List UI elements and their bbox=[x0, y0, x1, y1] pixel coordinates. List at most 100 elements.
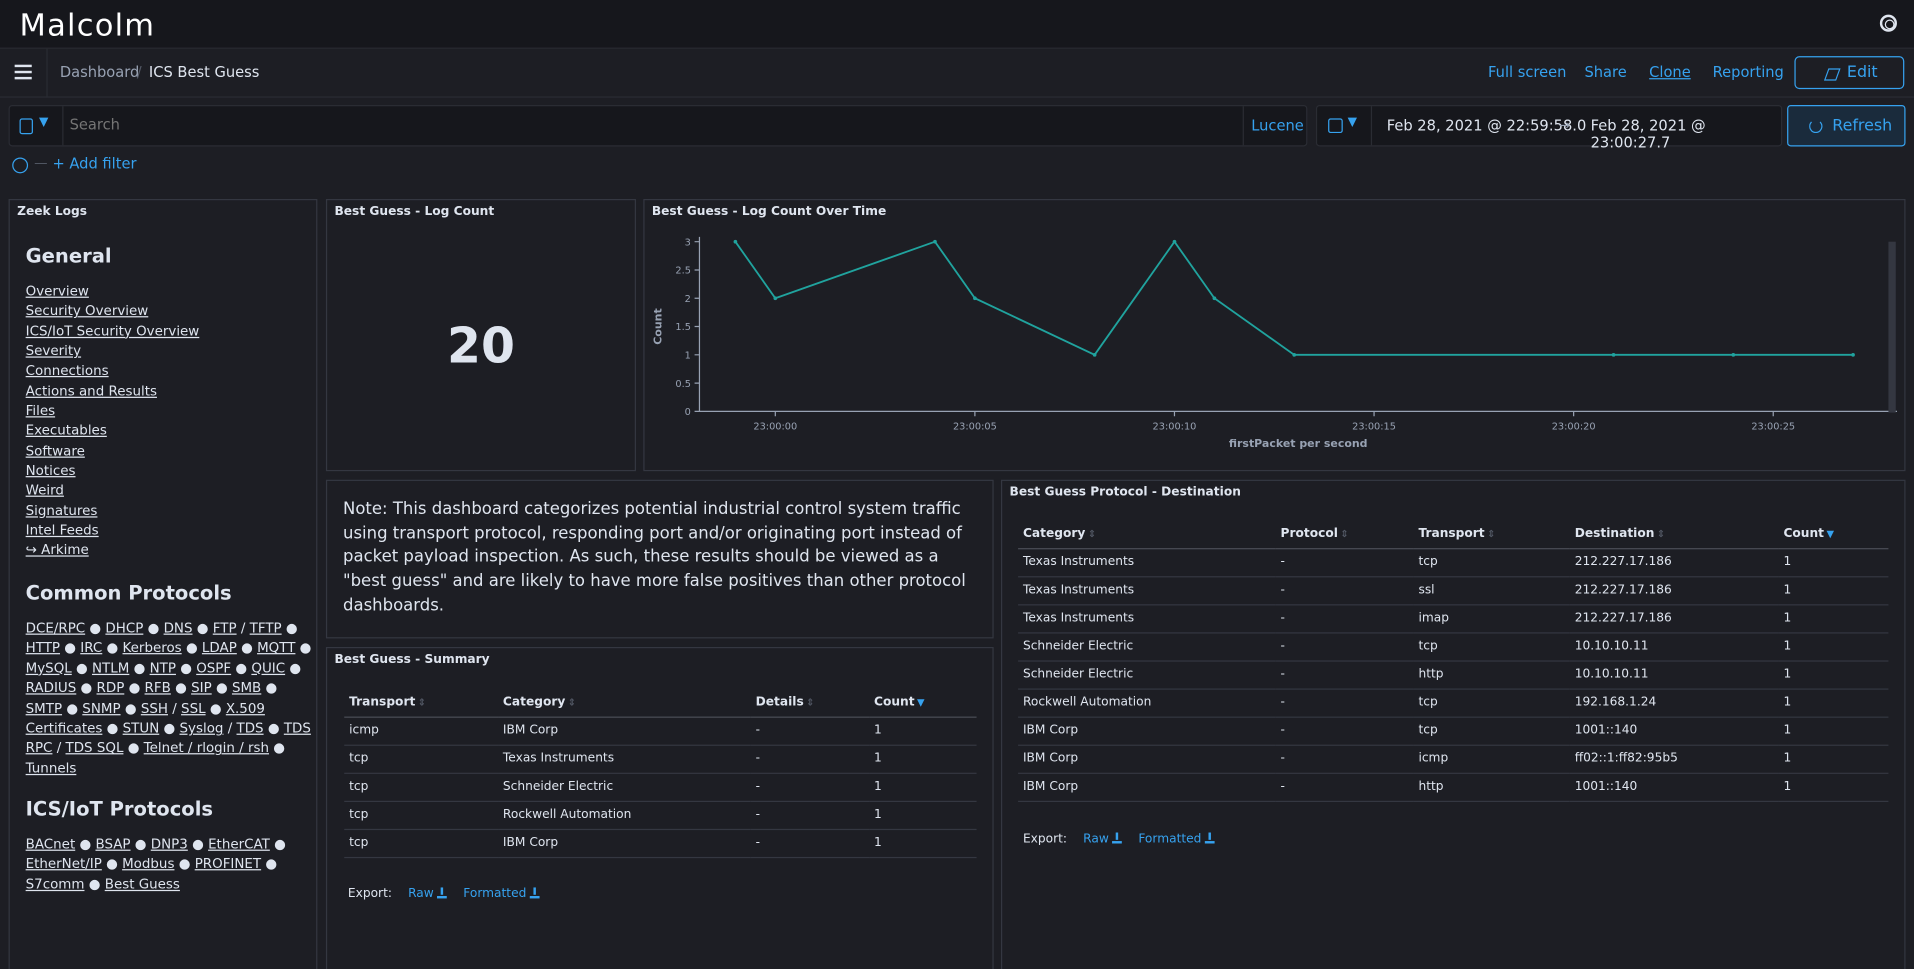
sort-icon[interactable]: ⇕ bbox=[567, 696, 576, 708]
table-cell: 1 bbox=[1778, 548, 1889, 577]
general-link[interactable]: Connections bbox=[25, 363, 109, 379]
column-header[interactable]: Transport ⇕ bbox=[1413, 520, 1570, 549]
protocol-link[interactable]: MySQL bbox=[25, 660, 72, 677]
sort-icon[interactable]: ⇕ bbox=[1087, 528, 1096, 540]
protocol-link[interactable]: RFB bbox=[144, 680, 171, 697]
protocol-link[interactable]: DNP3 bbox=[150, 836, 188, 853]
protocol-link[interactable]: IRC bbox=[80, 640, 103, 657]
protocol-link[interactable]: QUIC bbox=[251, 660, 286, 677]
column-header[interactable]: Transport ⇕ bbox=[344, 688, 499, 718]
general-link[interactable]: ↪ Arkime bbox=[25, 542, 89, 559]
protocol-link[interactable]: SMTP bbox=[25, 700, 63, 717]
column-header[interactable]: Protocol ⇕ bbox=[1275, 520, 1414, 549]
protocol-link[interactable]: Tunnels bbox=[25, 760, 77, 777]
protocol-link[interactable]: NTLM bbox=[92, 660, 130, 677]
export-formatted-link[interactable]: Formatted bbox=[463, 887, 540, 901]
column-header[interactable]: Count ▼ bbox=[869, 688, 977, 718]
refresh-button[interactable]: Refresh bbox=[1787, 104, 1906, 147]
malcolm-logo[interactable]: Malcolm bbox=[19, 7, 156, 43]
protocol-link[interactable]: RADIUS bbox=[25, 680, 77, 697]
column-header[interactable]: Destination ⇕ bbox=[1569, 520, 1779, 549]
general-link[interactable]: Overview bbox=[25, 283, 89, 300]
add-filter-link[interactable]: + Add filter bbox=[52, 155, 137, 173]
edit-button[interactable]: Edit bbox=[1794, 56, 1905, 90]
end-date[interactable]: Feb 28, 2021 @ 23:00:27.7 bbox=[1590, 117, 1706, 152]
protocol-link[interactable]: TDS bbox=[236, 720, 264, 737]
protocol-link[interactable]: SSL bbox=[181, 700, 206, 717]
protocol-link[interactable]: TDS SQL bbox=[65, 740, 124, 757]
protocol-link[interactable]: DHCP bbox=[105, 620, 144, 636]
sort-icon[interactable]: ⇕ bbox=[1340, 528, 1349, 540]
calendar-icon[interactable] bbox=[1328, 118, 1343, 134]
sort-icon[interactable]: ⇕ bbox=[1656, 528, 1666, 540]
full-screen-link[interactable]: Full screen bbox=[1488, 63, 1567, 81]
sort-icon[interactable]: ▼ bbox=[1826, 528, 1834, 540]
protocol-link[interactable]: LDAP bbox=[201, 640, 237, 657]
general-link[interactable]: Executables bbox=[25, 422, 107, 439]
export-raw-link[interactable]: Raw bbox=[408, 887, 448, 901]
saved-query-icon[interactable] bbox=[19, 118, 33, 135]
sort-icon[interactable]: ⇕ bbox=[1487, 528, 1496, 540]
general-link[interactable]: Notices bbox=[25, 462, 76, 479]
protocol-link[interactable]: EtherCAT bbox=[208, 836, 270, 853]
breadcrumb-dashboard[interactable]: Dashboard bbox=[59, 63, 140, 81]
general-link[interactable]: Weird bbox=[25, 482, 64, 499]
export-raw-link[interactable]: Raw bbox=[1083, 832, 1123, 846]
protocol-link[interactable]: Best Guess bbox=[104, 876, 180, 893]
export-formatted-link[interactable]: Formatted bbox=[1138, 832, 1215, 846]
protocol-link[interactable]: NTP bbox=[149, 660, 176, 677]
general-link[interactable]: Signatures bbox=[25, 502, 98, 519]
protocol-link[interactable]: Modbus bbox=[122, 856, 175, 873]
reporting-link[interactable]: Reporting bbox=[1712, 63, 1784, 81]
sort-icon[interactable]: ⇕ bbox=[806, 696, 815, 708]
chevron-down-icon[interactable]: ▼ bbox=[1347, 115, 1358, 130]
column-header[interactable]: Count ▼ bbox=[1778, 520, 1889, 549]
protocol-link[interactable]: HTTP bbox=[25, 640, 61, 657]
general-link[interactable]: Severity bbox=[25, 343, 82, 359]
protocol-link[interactable]: SSH bbox=[140, 700, 168, 717]
protocol-link[interactable]: SNMP bbox=[82, 700, 121, 717]
protocol-link[interactable]: TDS RPC bbox=[25, 720, 311, 757]
protocol-link[interactable]: SIP bbox=[191, 680, 212, 697]
protocol-link[interactable]: MQTT bbox=[257, 640, 296, 657]
dot-separator: ● bbox=[269, 836, 286, 853]
general-link[interactable]: Files bbox=[25, 402, 56, 419]
query-language-button[interactable]: Lucene bbox=[1251, 117, 1304, 135]
protocol-link[interactable]: Syslog bbox=[179, 720, 224, 737]
column-header[interactable]: Category ⇕ bbox=[498, 688, 751, 718]
protocol-link[interactable]: Kerberos bbox=[122, 640, 182, 657]
column-header[interactable]: Category ⇕ bbox=[1018, 520, 1276, 549]
protocol-link[interactable]: SMB bbox=[231, 680, 262, 697]
protocol-link[interactable]: Telnet / rlogin / rsh bbox=[143, 740, 270, 757]
protocol-link[interactable]: TFTP bbox=[249, 620, 282, 636]
general-link[interactable]: Actions and Results bbox=[25, 382, 157, 399]
column-header[interactable]: Details ⇕ bbox=[750, 688, 870, 718]
protocol-link[interactable]: DNS bbox=[163, 620, 193, 636]
protocol-link[interactable]: RDP bbox=[96, 680, 125, 697]
protocol-link[interactable]: BACnet bbox=[25, 836, 76, 853]
protocol-link[interactable]: X.509 Certificates bbox=[25, 700, 265, 737]
protocol-link[interactable]: FTP bbox=[212, 620, 237, 636]
help-icon[interactable] bbox=[1879, 14, 1897, 32]
protocol-link[interactable]: BSAP bbox=[95, 836, 131, 853]
general-link[interactable]: Security Overview bbox=[25, 303, 149, 320]
sort-icon[interactable]: ⇕ bbox=[417, 696, 426, 708]
general-link[interactable]: ICS/IoT Security Overview bbox=[25, 323, 200, 339]
share-link[interactable]: Share bbox=[1584, 63, 1627, 81]
protocol-link[interactable]: PROFINET bbox=[194, 856, 262, 873]
protocol-link[interactable]: DCE/RPC bbox=[25, 620, 86, 636]
protocol-link[interactable]: EtherNet/IP bbox=[25, 856, 102, 873]
sort-icon[interactable]: ▼ bbox=[917, 696, 925, 708]
general-link[interactable]: Software bbox=[25, 442, 85, 459]
protocol-link[interactable]: S7comm bbox=[25, 876, 85, 893]
filter-icon[interactable] bbox=[12, 157, 29, 174]
start-date[interactable]: Feb 28, 2021 @ 22:59:58.0 bbox=[1386, 117, 1587, 135]
protocol-link[interactable]: STUN bbox=[122, 720, 160, 737]
protocol-link[interactable]: OSPF bbox=[196, 660, 232, 677]
chevron-down-icon[interactable]: ▼ bbox=[39, 115, 49, 130]
menu-icon[interactable] bbox=[14, 64, 32, 80]
general-link[interactable]: Intel Feeds bbox=[25, 522, 99, 539]
search-input[interactable] bbox=[69, 115, 1242, 134]
clone-link[interactable]: Clone bbox=[1649, 63, 1691, 81]
table-cell: Texas Instruments bbox=[1018, 548, 1276, 577]
